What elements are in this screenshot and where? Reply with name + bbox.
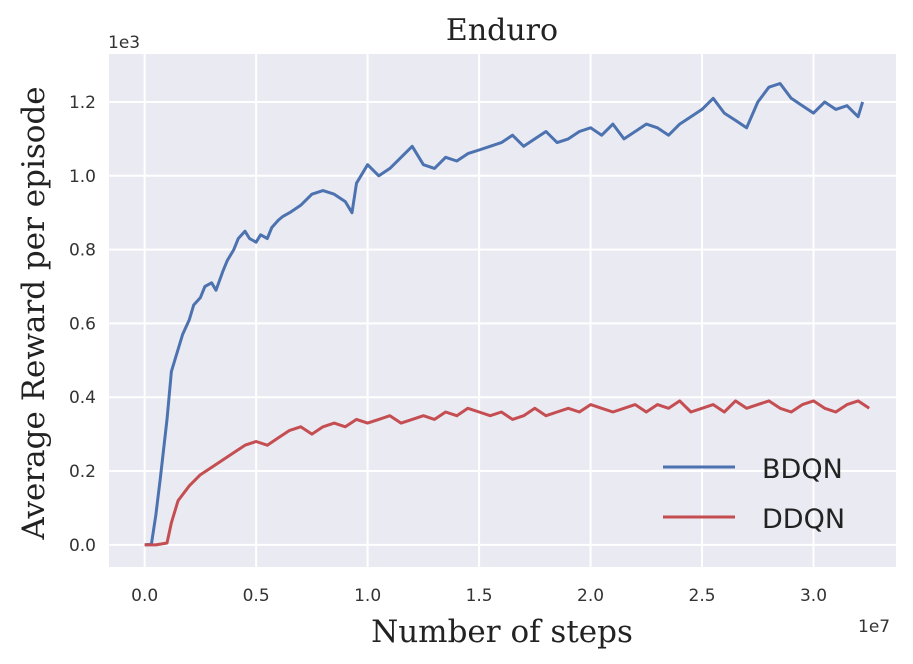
y-tick-label: 1.0: [69, 167, 96, 187]
x-tick-label: 1.0: [354, 586, 381, 606]
x-tick-label: 1.5: [466, 586, 493, 606]
x-tick-label: 2.0: [577, 586, 604, 606]
x-offset-label: 1e7: [858, 617, 890, 637]
x-tick-label: 0.0: [131, 586, 158, 606]
chart-title: Enduro: [446, 13, 558, 48]
y-offset-label: 1e3: [108, 33, 140, 53]
series-line-ddqn: [144, 399, 871, 547]
y-tick-label: 0.0: [69, 536, 96, 556]
y-tick-label: 0.8: [69, 241, 96, 261]
y-tick-label: 1.2: [69, 93, 96, 113]
x-axis-label: Number of steps: [371, 614, 633, 650]
series-line-bdqn: [144, 82, 865, 547]
x-tick-label: 0.5: [243, 586, 270, 606]
y-tick-label: 0.4: [69, 388, 96, 408]
legend-label-ddqn: DDQN: [762, 504, 845, 535]
tick-labels: 0.0 0.5 1.0 1.5 2.0 2.5 3.0 0.0 0.2 0.4 0.6 0.8 1.0 1…: [69, 93, 827, 606]
x-tick-label: 3.0: [800, 586, 827, 606]
series-group: [144, 82, 871, 547]
grid: [109, 54, 896, 567]
legend-label-bdqn: BDQN: [762, 454, 843, 485]
y-tick-label: 0.2: [69, 462, 96, 482]
x-tick-label: 2.5: [689, 586, 716, 606]
plot-area: [109, 54, 896, 567]
legend: BDQN DDQN: [663, 454, 845, 535]
y-tick-label: 0.6: [69, 314, 96, 334]
y-axis-label: Average Reward per episode: [16, 86, 52, 540]
